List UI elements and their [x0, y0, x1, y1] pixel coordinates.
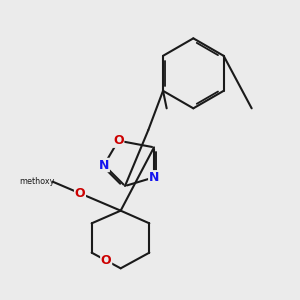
Text: O: O — [101, 254, 112, 267]
Text: O: O — [75, 187, 85, 200]
Text: N: N — [149, 171, 159, 184]
Text: O: O — [113, 134, 124, 147]
Text: N: N — [99, 158, 109, 172]
Text: methoxy: methoxy — [19, 177, 54, 186]
